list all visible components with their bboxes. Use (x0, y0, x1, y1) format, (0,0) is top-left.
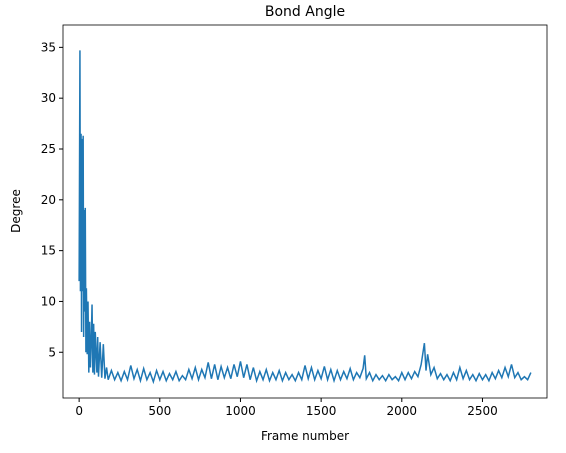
x-tick-label: 2500 (467, 404, 498, 418)
x-tick-label: 0 (75, 404, 83, 418)
x-tick-label: 2000 (387, 404, 418, 418)
y-tick-label: 15 (41, 244, 56, 258)
y-tick-label: 10 (41, 294, 56, 308)
y-tick-label: 35 (41, 40, 56, 54)
y-tick-label: 25 (41, 142, 56, 156)
chart-title: Bond Angle (265, 4, 345, 20)
x-axis-label: Frame number (261, 429, 349, 443)
x-tick-label: 1000 (225, 404, 256, 418)
y-tick-label: 5 (48, 345, 56, 359)
x-tick-label: 500 (148, 404, 171, 418)
data-line (78, 50, 532, 385)
y-tick-label: 20 (41, 193, 56, 207)
x-tick-label: 1500 (306, 404, 337, 418)
y-tick-label: 30 (41, 91, 56, 105)
plot-frame (62, 24, 548, 399)
y-axis-label: Degree (9, 189, 23, 233)
